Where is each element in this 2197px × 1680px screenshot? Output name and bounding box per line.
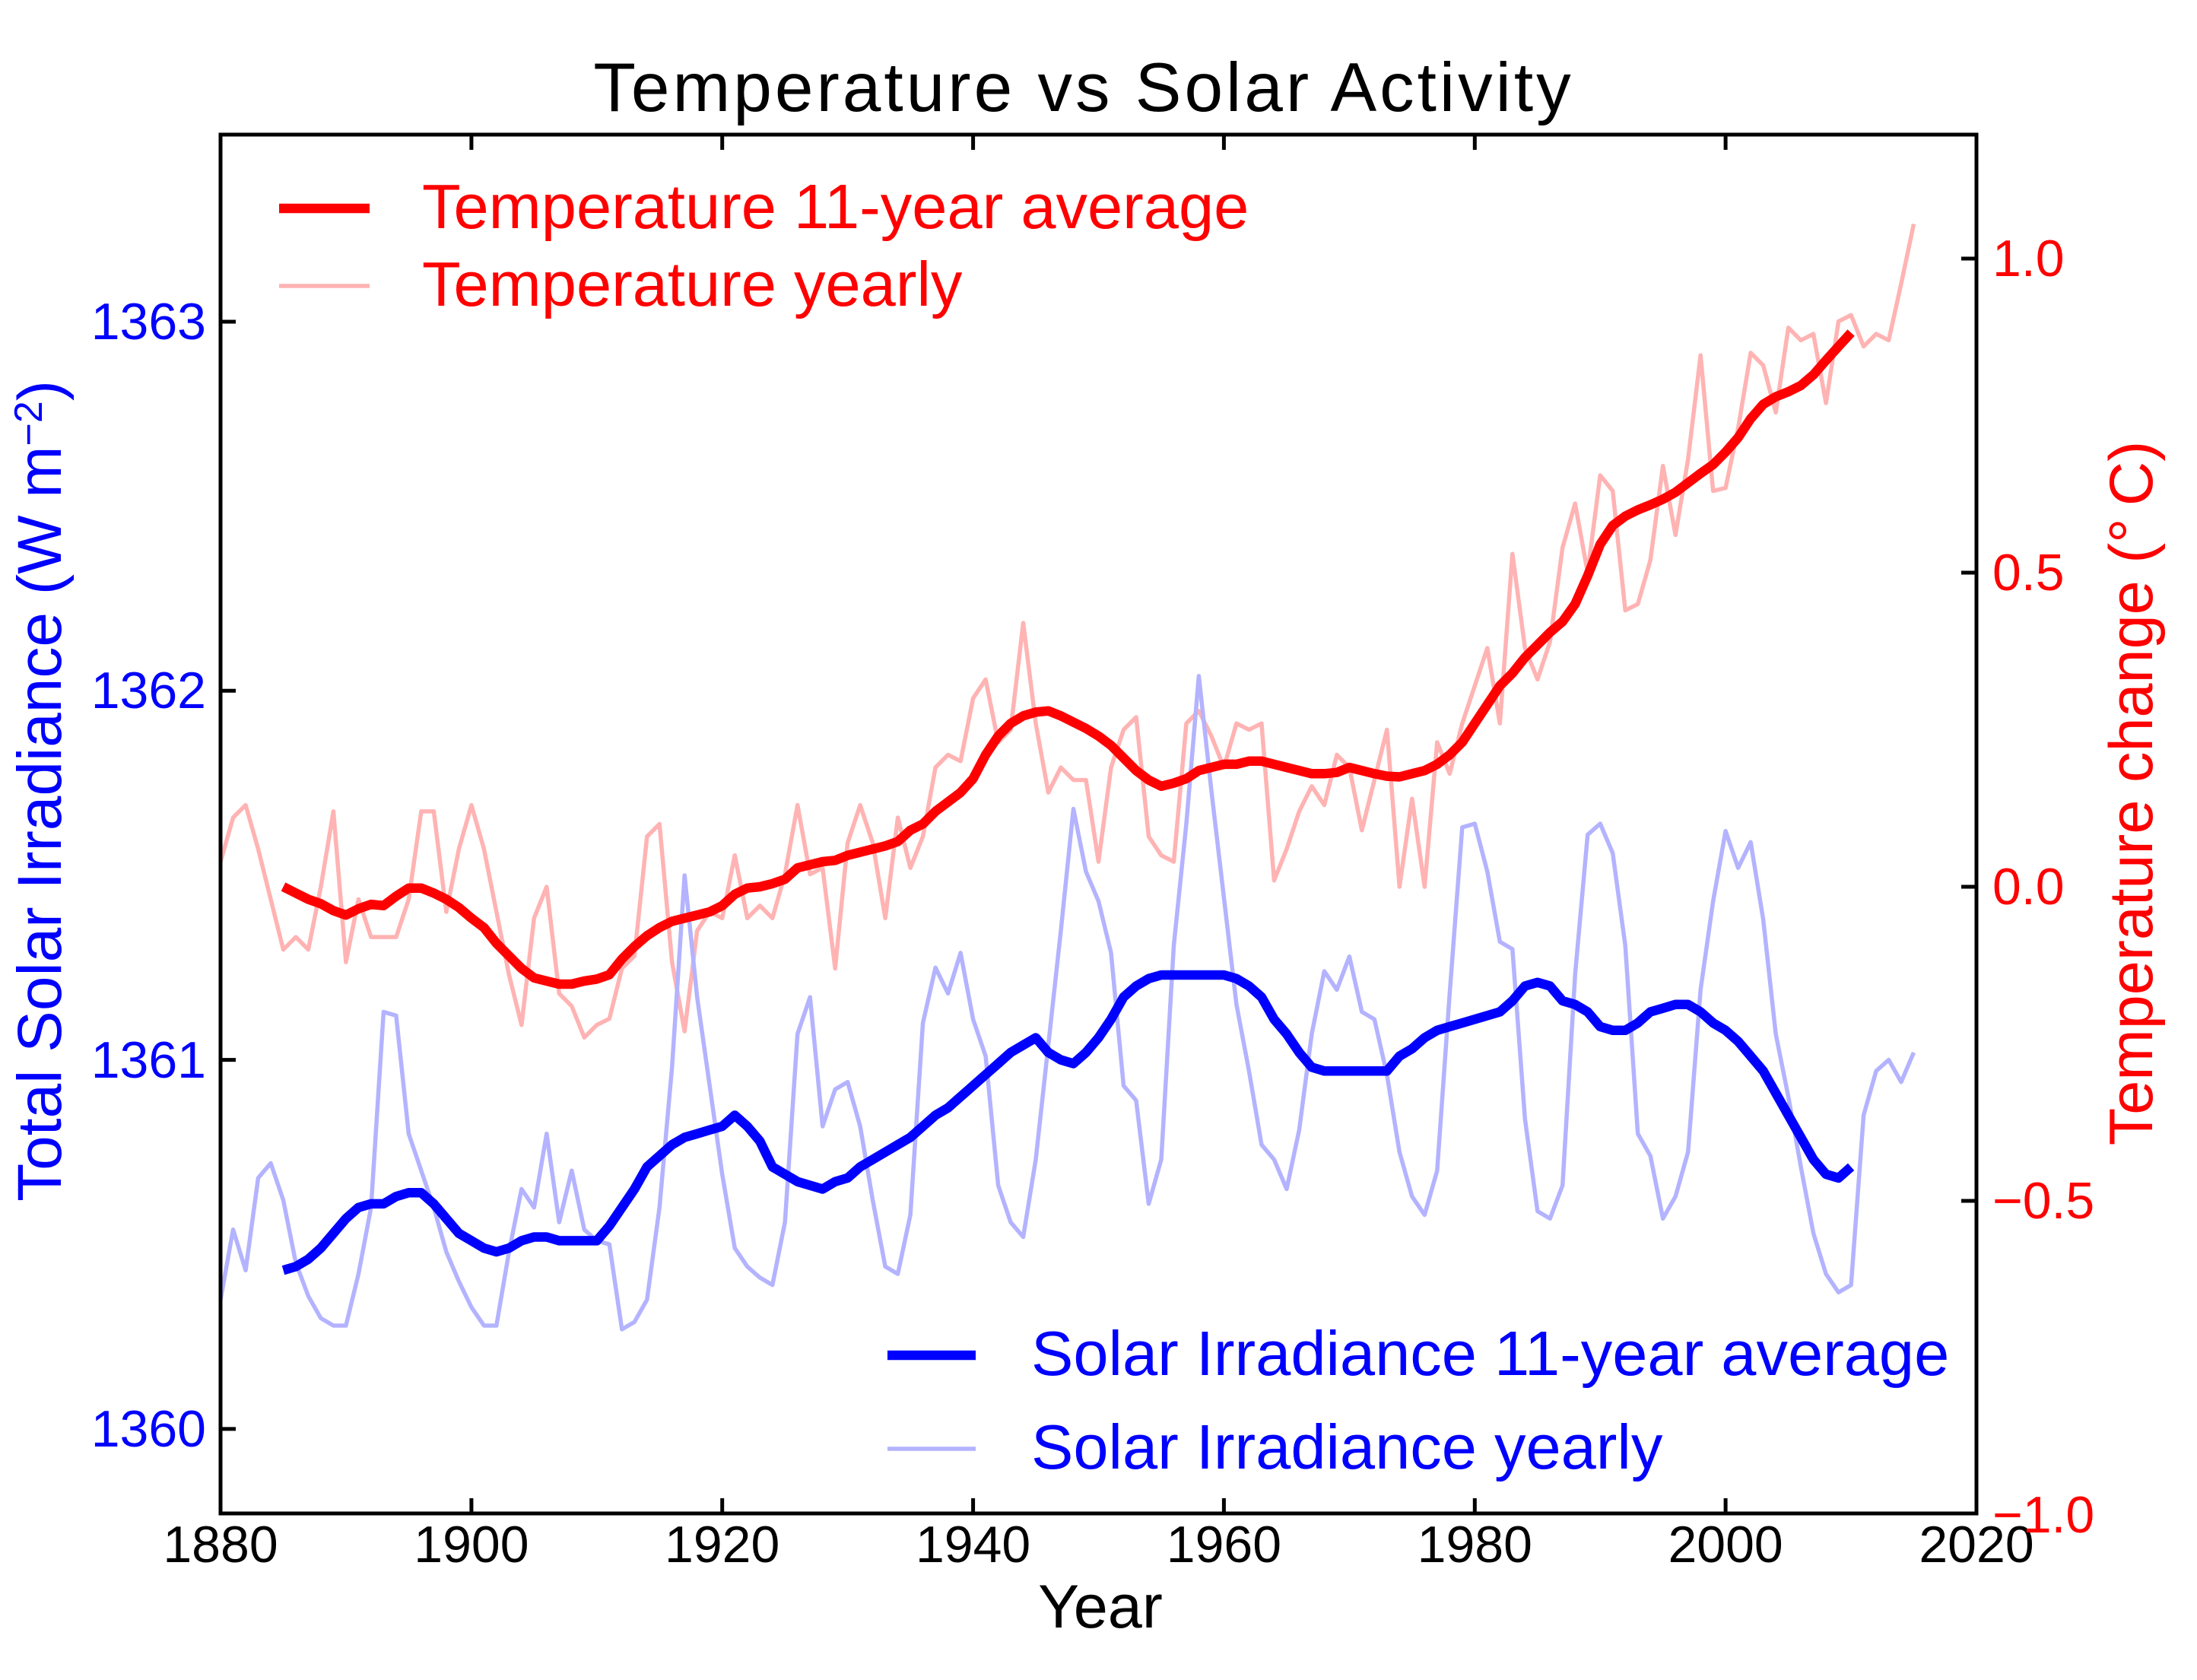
svg-text:Temperature yearly: Temperature yearly: [422, 249, 963, 319]
svg-text:0.5: 0.5: [1992, 544, 2065, 602]
svg-text:Solar Irradiance yearly: Solar Irradiance yearly: [1031, 1412, 1663, 1482]
svg-text:1360: 1360: [91, 1400, 206, 1458]
svg-text:1960: 1960: [1167, 1516, 1281, 1574]
svg-text:0.0: 0.0: [1992, 858, 2065, 916]
svg-text:1.0: 1.0: [1992, 230, 2065, 287]
svg-text:Year: Year: [1038, 1573, 1163, 1641]
svg-text:1361: 1361: [91, 1031, 206, 1089]
svg-text:−1.0: −1.0: [1992, 1486, 2094, 1544]
svg-text:Solar Irradiance 11-year avera: Solar Irradiance 11-year average: [1031, 1318, 1949, 1389]
svg-text:Temperature 11-year average: Temperature 11-year average: [422, 171, 1249, 242]
svg-text:1940: 1940: [916, 1516, 1030, 1574]
svg-text:Temperature change (° C): Temperature change (° C): [2097, 441, 2166, 1146]
svg-text:2020: 2020: [1919, 1516, 2033, 1574]
svg-text:Temperature vs Solar Activity: Temperature vs Solar Activity: [593, 49, 1573, 126]
svg-text:2000: 2000: [1668, 1516, 1783, 1574]
svg-text:1980: 1980: [1418, 1516, 1532, 1574]
svg-text:1880: 1880: [163, 1516, 278, 1574]
svg-text:−0.5: −0.5: [1992, 1172, 2094, 1230]
svg-text:1363: 1363: [91, 293, 206, 351]
svg-text:1900: 1900: [414, 1516, 529, 1574]
svg-text:1362: 1362: [91, 662, 206, 719]
svg-text:1920: 1920: [665, 1516, 779, 1574]
svg-text:Total Solar Irradiance (W m−2): Total Solar Irradiance (W m−2): [5, 380, 75, 1202]
